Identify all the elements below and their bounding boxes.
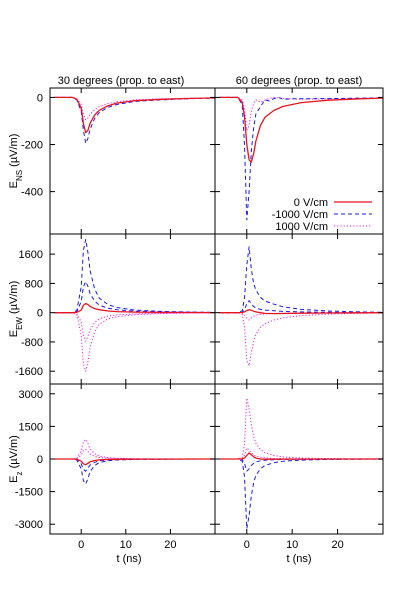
y-tick-label: 0 <box>37 308 43 320</box>
series-line-1000vcm-0 <box>219 312 383 367</box>
plot-frame <box>49 233 216 385</box>
y-tick-label: 3000 <box>19 389 43 401</box>
x-tick-label: 10 <box>286 539 298 551</box>
panel-3-1: 0 10 20 3000 1500 0 -1500 -3000 Ez (µV/m) <box>8 383 216 551</box>
x-axis-title-right: t (ns) <box>286 553 311 565</box>
y-tick-label: -200 <box>21 140 43 152</box>
series-line-0vcm-2 <box>54 96 215 134</box>
y-tick-label: -800 <box>21 337 43 349</box>
plot-frame <box>214 233 384 385</box>
series-line--1000vcm-1 <box>54 96 215 144</box>
column-title-30-degrees: 30 degrees (prop. to east) <box>58 75 185 87</box>
panel-2-2 <box>214 233 384 385</box>
y-tick-label: -1500 <box>15 487 43 499</box>
series-group <box>54 438 215 485</box>
legend-label: -1000 V/cm <box>272 209 328 221</box>
y-tick-label: 800 <box>25 278 43 290</box>
series-line-1000vcm-1 <box>54 312 215 342</box>
y-axis-title: Ez (µV/m) <box>8 435 24 483</box>
series-line--1000vcm-1 <box>219 96 383 221</box>
series-group <box>219 246 383 367</box>
x-tick-label: 0 <box>244 539 250 551</box>
series-line--1000vcm-2 <box>54 239 215 314</box>
series-line-1000vcm-0 <box>219 96 383 131</box>
series-line--1000vcm-2 <box>219 246 383 314</box>
y-tick-label: -1600 <box>15 366 43 378</box>
x-tick-label: 20 <box>164 539 176 551</box>
x-tick-label: 0 <box>78 539 84 551</box>
series-group <box>54 96 215 144</box>
legend-label: 1000 V/cm <box>275 221 328 233</box>
x-tick-label: 20 <box>331 539 343 551</box>
series-line-0vcm-4 <box>219 309 383 315</box>
y-tick-label: -3000 <box>15 519 43 531</box>
series-line--1000vcm-3 <box>54 281 215 314</box>
series-group <box>219 397 383 530</box>
series-line-1000vcm-1 <box>54 448 215 460</box>
series-line-1000vcm-0 <box>219 397 383 460</box>
series-line--1000vcm-3 <box>219 300 383 314</box>
column-title-60-degrees: 60 degrees (prop. to east) <box>236 75 363 87</box>
x-tick-label: 10 <box>120 539 132 551</box>
plot-frame <box>49 87 216 235</box>
series-line-0vcm-4 <box>54 302 215 314</box>
series-line--1000vcm-2 <box>54 458 215 485</box>
panel-2-1: 1600 800 0 -800 -1600 EEW (µV/m) <box>8 233 216 385</box>
series-line-1000vcm-1 <box>219 447 383 460</box>
series-line-1000vcm-0 <box>54 312 215 372</box>
y-tick-label: 1500 <box>19 421 43 433</box>
series-line-0vcm-4 <box>54 458 215 466</box>
series-line-1000vcm-0 <box>54 96 215 121</box>
series-line-0vcm-2 <box>219 96 383 163</box>
series-line-1000vcm-0 <box>54 438 215 460</box>
series-line--1000vcm-3 <box>54 458 215 472</box>
panel-3-2: 0 10 20 <box>214 383 384 551</box>
y-tick-label: 0 <box>37 92 43 104</box>
series-line-0vcm-4 <box>219 452 383 460</box>
y-tick-label: -400 <box>21 187 43 199</box>
series-group <box>54 239 215 372</box>
y-tick-label: 1600 <box>19 249 43 261</box>
y-axis-title: EEW (µV/m) <box>8 281 24 338</box>
legend-label: 0 V/cm <box>294 197 328 209</box>
series-group <box>219 96 383 221</box>
x-axis-title-left: t (ns) <box>116 553 141 565</box>
y-axis-title: ENS (µV/m) <box>8 134 24 189</box>
series-line--1000vcm-3 <box>219 458 383 472</box>
series-line--1000vcm-2 <box>219 458 383 530</box>
y-tick-label: 0 <box>37 454 43 466</box>
